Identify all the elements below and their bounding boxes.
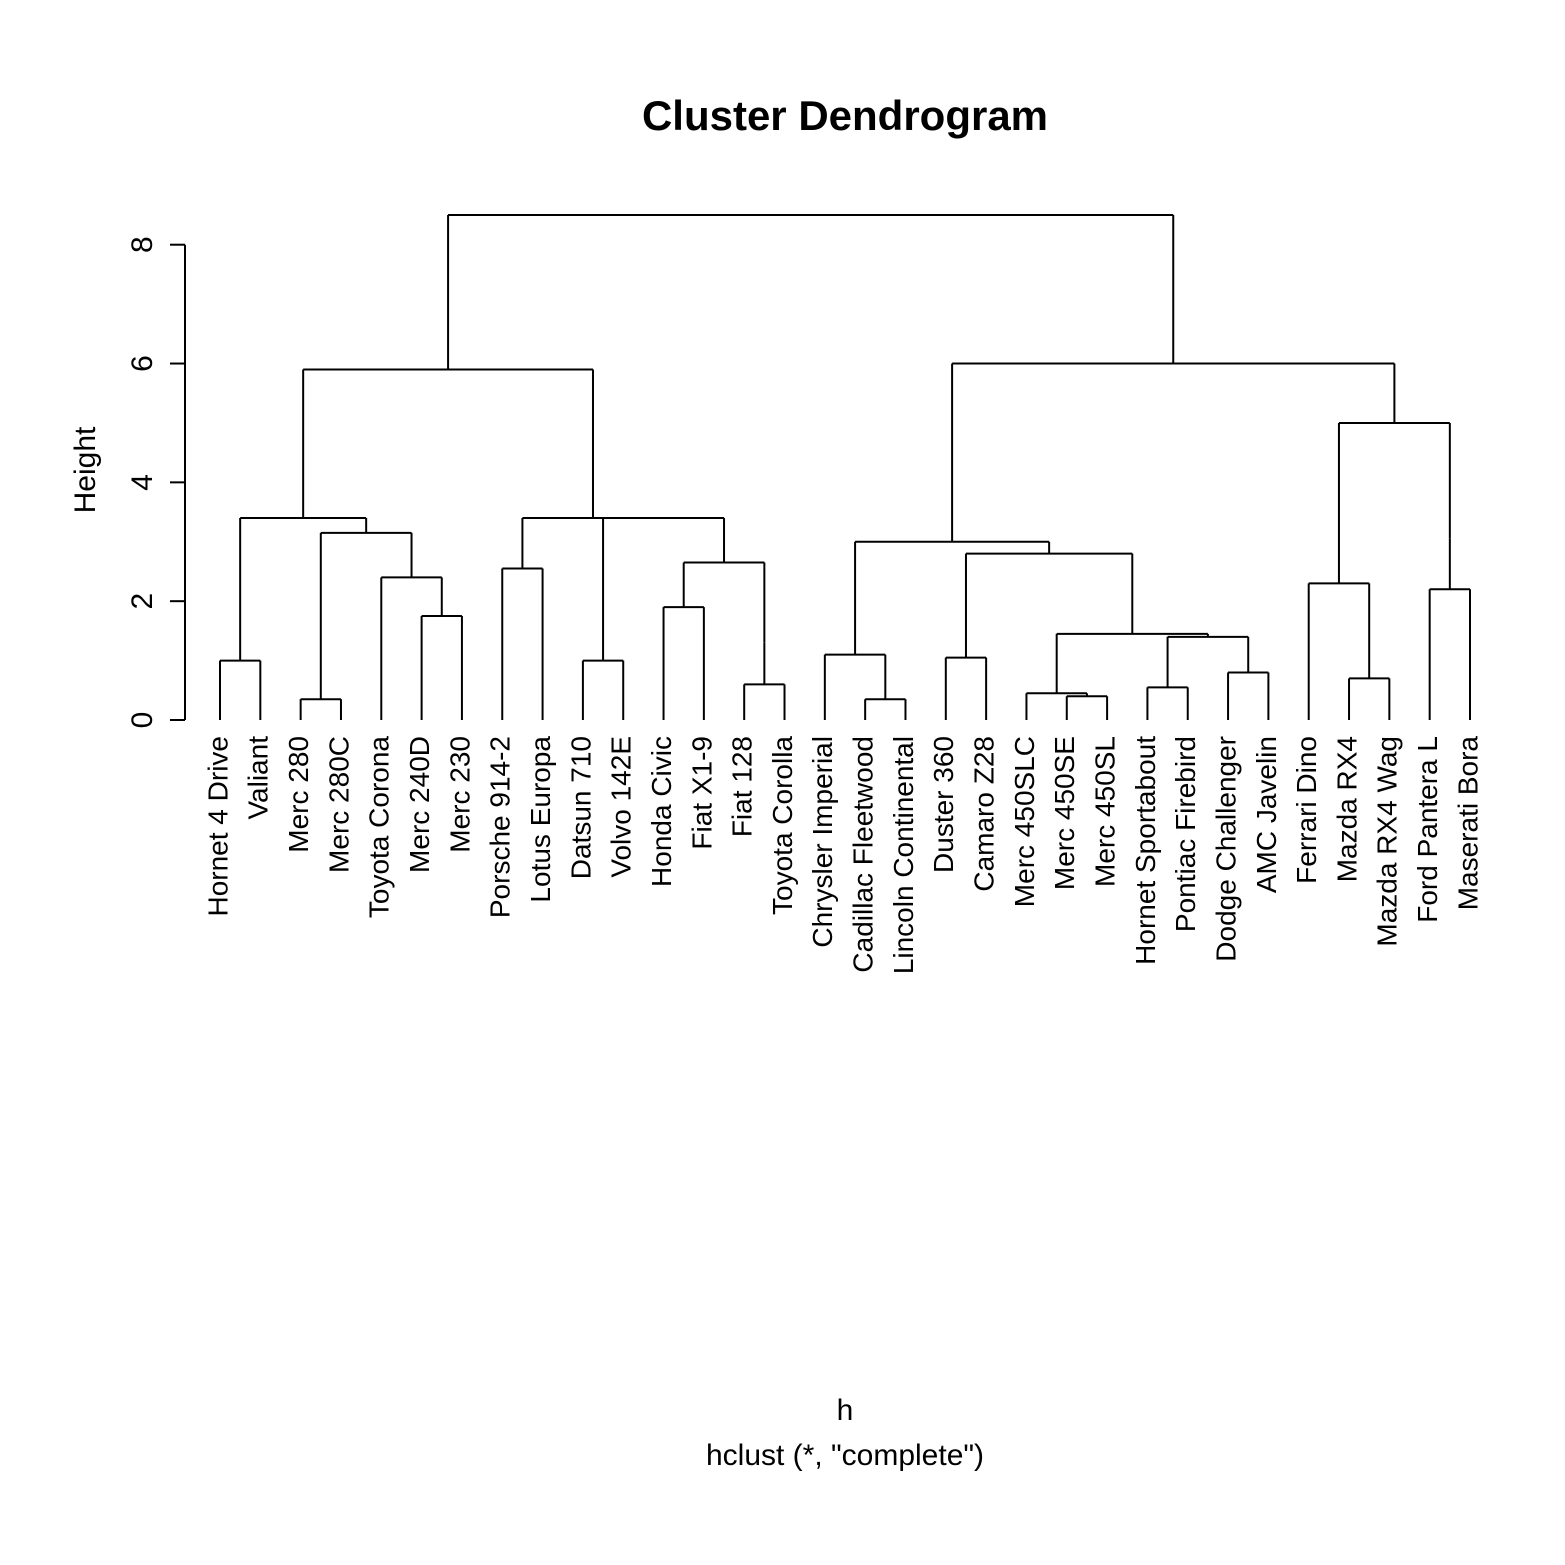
leaf-label: Toyota Corona	[364, 736, 395, 919]
leaf-label: Ford Pantera L	[1412, 736, 1443, 923]
subtitle-1: h	[837, 1394, 854, 1427]
leaf-label: Merc 240D	[404, 736, 435, 873]
leaf-label: Fiat X1-9	[686, 736, 717, 850]
leaf-label: Fiat 128	[727, 736, 758, 837]
leaf-label: Porsche 914-2	[485, 736, 516, 918]
leaf-label: Cadillac Fleetwood	[848, 736, 879, 973]
leaf-label: Honda Civic	[646, 736, 677, 887]
leaf-label: Lincoln Continental	[888, 736, 919, 974]
leaf-label: Datsun 710	[565, 736, 596, 879]
leaf-label: Dodge Challenger	[1210, 736, 1241, 962]
y-axis-label: Height	[69, 426, 102, 513]
leaf-label: AMC Javelin	[1251, 736, 1282, 893]
y-tick-label: 4	[126, 474, 159, 491]
leaf-label: Merc 450SE	[1049, 736, 1080, 890]
leaf-label: Hornet 4 Drive	[202, 736, 233, 917]
leaf-label: Valiant	[243, 736, 274, 820]
y-tick-label: 0	[126, 712, 159, 729]
leaf-label: Merc 450SLC	[1009, 736, 1040, 907]
leaf-label: Merc 280C	[323, 736, 354, 873]
leaf-label: Toyota Corolla	[767, 736, 798, 915]
chart-title: Cluster Dendrogram	[642, 92, 1048, 139]
leaf-label: Merc 280	[283, 736, 314, 853]
leaf-label: Merc 230	[444, 736, 475, 853]
leaf-label: Volvo 142E	[606, 736, 637, 878]
leaf-label: Ferrari Dino	[1291, 736, 1322, 884]
dendrogram-chart: Cluster Dendrogram 0 2 4 6 8 Height Hornet 4 Dr…	[0, 0, 1565, 1565]
leaf-label: Mazda RX4	[1331, 736, 1362, 882]
leaf-label: Lotus Europa	[525, 736, 556, 903]
y-tick-label: 6	[126, 355, 159, 372]
leaf-label: Camaro Z28	[969, 736, 1000, 892]
leaf-label: Mazda RX4 Wag	[1372, 736, 1403, 947]
leaf-label: Hornet Sportabout	[1130, 736, 1161, 965]
leaf-label: Duster 360	[928, 736, 959, 873]
leaf-label: Pontiac Firebird	[1170, 736, 1201, 932]
leaf-label: Merc 450SL	[1089, 736, 1120, 887]
leaf-label: Chrysler Imperial	[807, 736, 838, 948]
leaf-label: Maserati Bora	[1452, 736, 1483, 911]
subtitle-2: hclust (*, "complete")	[706, 1439, 984, 1472]
y-tick-label: 8	[126, 236, 159, 253]
y-tick-label: 2	[126, 593, 159, 610]
